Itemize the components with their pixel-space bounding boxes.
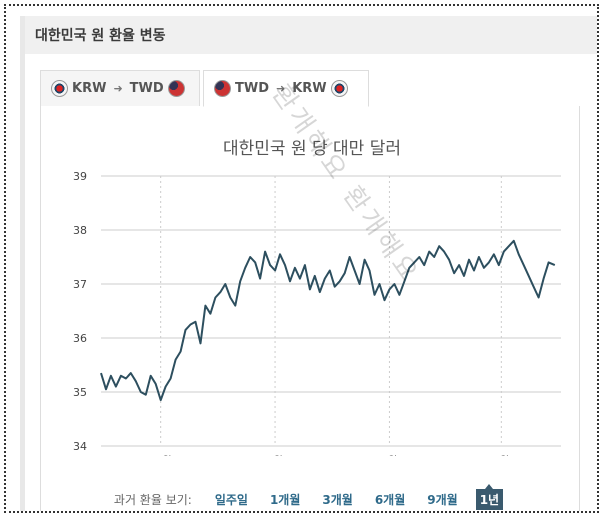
tab-from-currency: KRW — [72, 81, 107, 96]
tab-to-currency: TWD — [129, 81, 164, 96]
history-range-selector: 과거 환율 보기: 일주일 1개월 3개월 6개월 9개월 1년 — [25, 483, 597, 510]
range-option-1month[interactable]: 1개월 — [269, 492, 301, 507]
arrow-right-icon: ➜ — [113, 82, 123, 95]
x-tick-label: 4월 — [382, 455, 398, 456]
exchange-rate-panel: 대한민국 원 환율 변동 KRW ➜ TWD TWD ➜ KRW 대한민국 원 … — [20, 16, 597, 511]
flag-korea-icon — [51, 80, 68, 97]
x-tick-label: 7월 — [494, 455, 510, 456]
chart-container — [40, 106, 580, 511]
tab-twd-to-krw[interactable]: TWD ➜ KRW — [203, 70, 369, 107]
y-tick-label: 34 — [73, 440, 87, 453]
y-tick-label: 39 — [73, 170, 87, 183]
y-tick-label: 38 — [73, 224, 87, 237]
widget-frame: 대한민국 원 환율 변동 KRW ➜ TWD TWD ➜ KRW 대한민국 원 … — [4, 4, 599, 513]
series-line — [100, 239, 556, 402]
range-label: 과거 환율 보기: — [113, 492, 192, 507]
x-tick-label: 1월 — [267, 455, 283, 456]
y-tick-label: 36 — [73, 332, 87, 345]
range-option-6months[interactable]: 6개월 — [374, 492, 406, 507]
exchange-rate-chart: 39 38 37 36 35 34 10월 1월 4월 7월 — [73, 170, 561, 456]
tab-to-currency: KRW — [292, 81, 327, 96]
panel-title: 대한민국 원 환율 변동 — [35, 28, 166, 44]
flag-taiwan-icon — [167, 80, 185, 97]
range-option-1year[interactable]: 1년 — [475, 483, 504, 510]
y-tick-label: 37 — [73, 278, 87, 291]
panel-header: 대한민국 원 환율 변동 — [25, 16, 597, 54]
range-option-1week[interactable]: 일주일 — [214, 492, 248, 507]
tab-from-currency: TWD — [235, 81, 269, 96]
range-option-3months[interactable]: 3개월 — [322, 492, 353, 507]
flag-taiwan-icon — [214, 80, 231, 97]
y-tick-label: 35 — [73, 386, 87, 399]
flag-korea-icon — [330, 80, 348, 97]
range-option-9months[interactable]: 9개월 — [427, 492, 458, 507]
chart-title: 대한민국 원 당 대만 달러 — [222, 139, 401, 159]
tab-krw-to-twd[interactable]: KRW ➜ TWD — [40, 70, 200, 106]
x-tick-label: 10월 — [150, 455, 172, 456]
arrow-right-icon: ➜ — [276, 82, 286, 95]
